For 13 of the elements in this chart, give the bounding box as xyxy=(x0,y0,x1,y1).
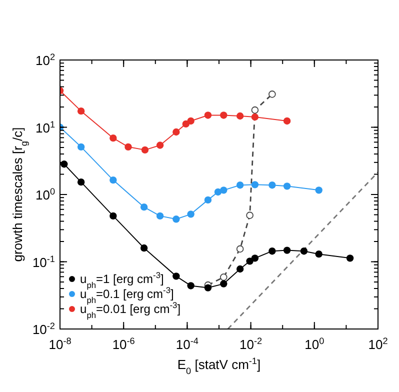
legend-label: u$_{ph}$=1 [erg cm$^{-3}$] xyxy=(80,270,164,290)
x-tick-label: 10$^{-4}$ xyxy=(176,336,198,352)
y-tick-label: 10$^{0}$ xyxy=(35,186,55,202)
x-axis-title: E$_{0}$ [statV cm$^{-1}$] xyxy=(177,356,261,376)
x-tick-label: 10$^{-6}$ xyxy=(112,336,135,352)
x-tick-label: 10$^{-2}$ xyxy=(240,336,262,352)
y-tick-label: 10$^{-2}$ xyxy=(32,321,55,337)
x-tick-label: 10$^{2}$ xyxy=(368,336,388,352)
y-tick-label: 10$^{-1}$ xyxy=(32,254,55,270)
y-tick-label: 10$^{1}$ xyxy=(35,119,55,136)
x-tick-label: 10$^{-8}$ xyxy=(48,336,72,352)
y-tick-label: 10$^{2}$ xyxy=(35,52,55,68)
x-tick-label: 10$^{0}$ xyxy=(304,336,324,352)
